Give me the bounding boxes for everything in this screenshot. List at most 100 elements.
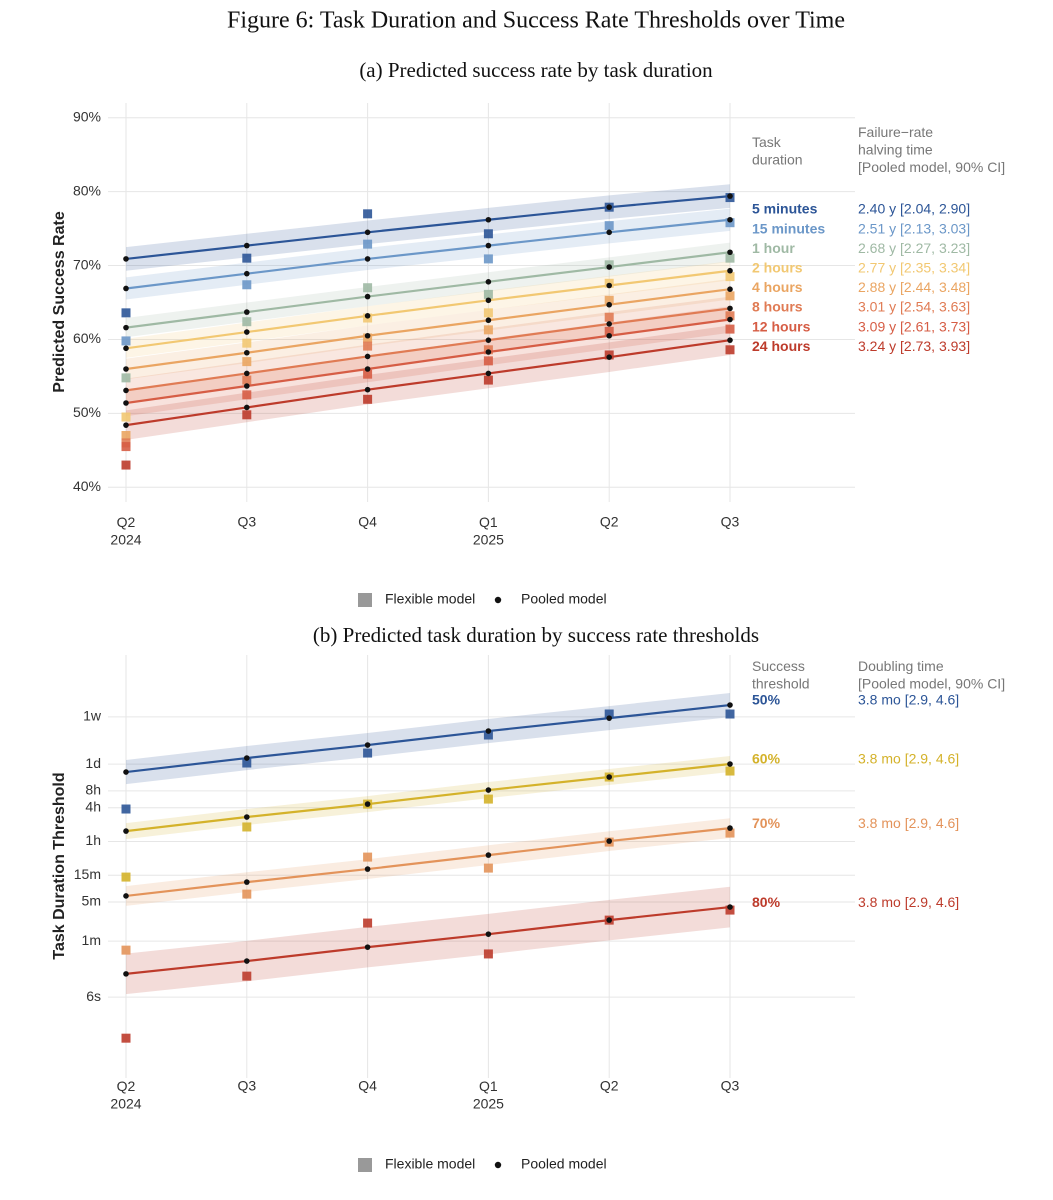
pooled-line xyxy=(125,307,731,392)
flexible-point xyxy=(363,394,373,404)
x-tick-label: Q4 xyxy=(358,1078,377,1094)
flexible-point xyxy=(121,412,131,422)
pooled-point xyxy=(123,256,129,262)
y-tick-label: 70% xyxy=(73,256,101,272)
chart-title: (b) Predicted task duration by success r… xyxy=(313,623,759,647)
flexible-point xyxy=(121,945,131,955)
pooled-point xyxy=(244,309,250,315)
pooled-point xyxy=(727,904,733,910)
series-label: 12 hours xyxy=(752,318,811,334)
flexible-point xyxy=(121,431,131,440)
series-annotation: 2.77 y [2.35, 3.34] xyxy=(858,260,970,276)
flexible-point xyxy=(363,748,373,758)
legend-marker xyxy=(494,596,502,604)
pooled-point xyxy=(727,702,733,708)
pooled-point xyxy=(485,349,492,355)
series-annotation: 2.88 y [2.44, 3.48] xyxy=(858,279,970,295)
pooled-point xyxy=(364,313,371,319)
flexible-point xyxy=(483,325,493,335)
pooled-point xyxy=(606,204,612,210)
flexible-point xyxy=(242,357,252,367)
pooled-point xyxy=(727,761,733,767)
flexible-point xyxy=(483,308,493,318)
pooled-point xyxy=(606,715,612,721)
pooled-point xyxy=(244,958,250,964)
pooled-point xyxy=(364,386,371,393)
x-tick-label: Q2 xyxy=(600,1078,619,1094)
pooled-point xyxy=(606,264,612,270)
y-tick-label: 4h xyxy=(85,798,101,814)
y-tick-label: 80% xyxy=(73,182,101,198)
pooled-point xyxy=(364,332,371,339)
pooled-point xyxy=(485,728,492,734)
flexible-point xyxy=(363,239,373,249)
flexible-point xyxy=(604,312,614,322)
pooled-point xyxy=(727,286,733,293)
legend-header: Success threshold xyxy=(752,658,810,692)
y-tick-label: 1w xyxy=(83,708,102,724)
pooled-point xyxy=(485,279,492,285)
flexible-point xyxy=(242,971,252,981)
pooled-point xyxy=(727,267,733,274)
flexible-point xyxy=(242,375,252,385)
pooled-point xyxy=(485,317,492,324)
flexible-point xyxy=(121,804,131,814)
pooled-point xyxy=(364,944,371,950)
confidence-band xyxy=(126,208,730,300)
pooled-point xyxy=(364,866,371,872)
flexible-point xyxy=(242,390,252,400)
y-tick-label: 8h xyxy=(85,782,101,798)
flexible-point xyxy=(242,253,252,263)
pooled-point xyxy=(364,229,371,236)
flexible-point xyxy=(363,283,373,293)
pooled-point xyxy=(727,825,733,831)
flexible-point xyxy=(725,828,735,838)
pooled-point xyxy=(364,366,371,372)
flexible-point xyxy=(121,336,131,346)
series-annotation: 3.8 mo [2.9, 4.6] xyxy=(858,894,959,910)
y-axis-label: Task Duration Threshold xyxy=(51,772,68,959)
pooled-point xyxy=(727,216,733,223)
pooled-point xyxy=(244,404,250,411)
pooled-point xyxy=(606,917,612,923)
x-tick-label: Q1 2025 xyxy=(473,514,504,548)
flexible-point xyxy=(483,229,493,239)
flexible-point xyxy=(725,291,735,301)
pooled-point xyxy=(244,270,250,277)
y-tick-label: 15m xyxy=(74,866,101,882)
y-tick-label: 90% xyxy=(73,108,101,124)
series-label: 70% xyxy=(752,815,781,831)
pooled-line xyxy=(125,827,731,898)
legend-marker xyxy=(494,1161,502,1169)
flexible-point xyxy=(363,209,373,219)
y-tick-label: 40% xyxy=(73,478,101,494)
y-axis-label: Predicted Success Rate xyxy=(51,211,68,393)
flexible-point xyxy=(242,889,252,899)
figure-title: Figure 6: Task Duration and Success Rate… xyxy=(227,8,845,34)
legend-header: Task duration xyxy=(752,134,803,168)
flexible-point xyxy=(483,730,493,740)
flexible-point xyxy=(604,295,614,305)
x-tick-label: Q2 2024 xyxy=(110,514,141,548)
pooled-point xyxy=(244,755,250,761)
pooled-point xyxy=(606,838,612,844)
pooled-line xyxy=(125,318,731,405)
flexible-point xyxy=(725,709,735,719)
x-tick-label: Q3 xyxy=(237,1078,256,1094)
pooled-point xyxy=(485,787,492,793)
confidence-band xyxy=(126,184,730,271)
y-tick-label: 1m xyxy=(82,932,101,948)
x-tick-label: Q2 2024 xyxy=(110,1078,141,1112)
x-tick-label: Q2 xyxy=(600,514,619,530)
pooled-point xyxy=(123,971,129,977)
flexible-point xyxy=(363,852,373,862)
flexible-point xyxy=(242,758,252,768)
flexible-point xyxy=(121,442,131,452)
series-annotation: 3.01 y [2.54, 3.63] xyxy=(858,299,970,315)
series-label: 50% xyxy=(752,692,781,708)
pooled-line xyxy=(125,905,731,975)
pooled-point xyxy=(485,931,492,937)
y-tick-label: 60% xyxy=(73,330,101,346)
flexible-point xyxy=(604,326,614,336)
pooled-line xyxy=(125,288,731,371)
